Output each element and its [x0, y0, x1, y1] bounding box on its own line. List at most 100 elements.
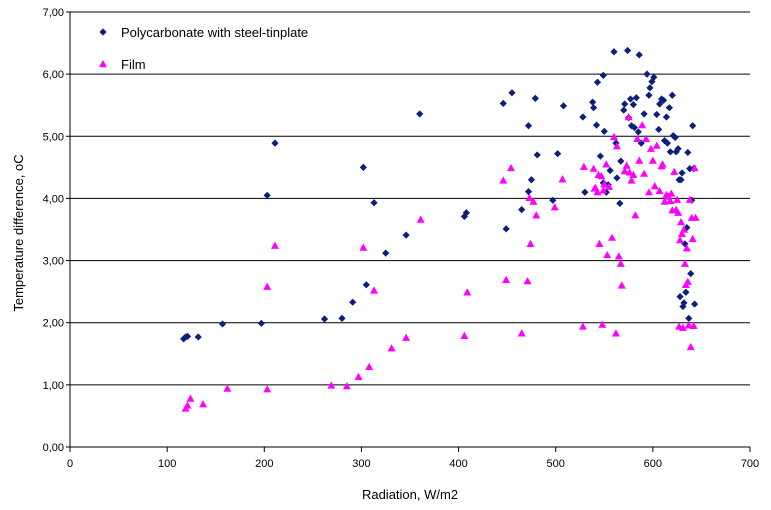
- data-point: [579, 113, 587, 121]
- data-point: [613, 174, 621, 182]
- data-point: [640, 110, 648, 118]
- data-point: [635, 51, 643, 59]
- data-point: [602, 160, 611, 168]
- data-point: [593, 188, 602, 196]
- data-point: [382, 249, 390, 257]
- x-tick-label: 0: [67, 458, 73, 470]
- x-tick-label: 400: [449, 458, 467, 470]
- data-point: [499, 176, 508, 184]
- series-1: [180, 46, 699, 343]
- data-point: [673, 195, 682, 203]
- data-point: [581, 188, 589, 196]
- data-point: [463, 288, 472, 296]
- data-point: [632, 94, 640, 102]
- y-tick-label: 1,00: [43, 380, 64, 392]
- data-point: [683, 277, 692, 285]
- data-point: [416, 215, 425, 223]
- data-point: [349, 298, 357, 306]
- data-point: [624, 46, 632, 55]
- legend-label: Polycarbonate with steel-tinplate: [121, 25, 308, 40]
- data-point: [689, 321, 698, 330]
- legend: Polycarbonate with steel-tinplate Film: [99, 25, 308, 72]
- data-point: [186, 394, 195, 402]
- data-point: [518, 206, 526, 214]
- data-point: [680, 259, 689, 267]
- data-point: [616, 259, 625, 267]
- data-point: [662, 113, 671, 121]
- x-axis-ticks: 0 100 200 300 400 500 600 700: [67, 447, 759, 470]
- data-point: [629, 170, 638, 179]
- data-point: [617, 157, 625, 165]
- data-point: [691, 300, 699, 308]
- data-point: [674, 208, 683, 216]
- data-point: [365, 362, 374, 371]
- data-point: [263, 191, 271, 199]
- y-tick-label: 2,00: [43, 318, 64, 330]
- data-point: [666, 148, 674, 156]
- data-point: [686, 342, 695, 351]
- data-point: [667, 189, 676, 197]
- data-point: [610, 48, 618, 56]
- data-point: [183, 401, 192, 409]
- data-point: [645, 91, 653, 99]
- data-point: [524, 122, 533, 130]
- data-point: [643, 70, 651, 78]
- data-point: [676, 293, 684, 301]
- data-point: [614, 252, 623, 260]
- data-point: [685, 195, 694, 203]
- data-point: [650, 73, 658, 81]
- data-point: [508, 89, 516, 97]
- data-point: [554, 150, 562, 158]
- x-tick-label: 200: [255, 458, 273, 470]
- x-tick-label: 700: [741, 458, 759, 470]
- data-point: [684, 148, 692, 157]
- data-point: [655, 125, 663, 134]
- data-point: [549, 196, 557, 204]
- axes: [69, 12, 750, 448]
- data-point: [690, 163, 699, 172]
- data-point: [652, 141, 661, 149]
- data-point: [631, 211, 640, 219]
- data-point: [640, 169, 649, 177]
- data-series: [180, 46, 700, 412]
- y-tick-label: 4,00: [43, 193, 64, 205]
- x-axis-title: Radiation, W/m2: [362, 487, 458, 502]
- data-point: [223, 384, 232, 392]
- data-point: [648, 156, 657, 164]
- data-point: [684, 321, 693, 329]
- data-point: [362, 281, 370, 289]
- data-point: [674, 145, 682, 153]
- data-point: [499, 99, 507, 107]
- data-point: [620, 167, 629, 175]
- data-point: [660, 197, 669, 205]
- x-tick-label: 100: [158, 458, 176, 470]
- data-point: [653, 110, 661, 119]
- y-tick-label: 6,00: [43, 69, 64, 81]
- data-point: [559, 102, 568, 110]
- data-point: [679, 225, 688, 233]
- data-point: [507, 163, 516, 172]
- data-point: [655, 186, 664, 195]
- data-point: [180, 335, 188, 343]
- data-point: [624, 113, 633, 121]
- data-point: [677, 176, 685, 184]
- data-point: [595, 239, 604, 247]
- data-point: [627, 176, 636, 184]
- data-point: [529, 197, 538, 205]
- data-point: [592, 121, 601, 129]
- y-tick-label: 7,00: [43, 7, 64, 19]
- data-point: [416, 110, 424, 118]
- data-point: [659, 96, 668, 104]
- data-point: [532, 211, 541, 219]
- data-point: [550, 203, 559, 211]
- data-point: [658, 160, 667, 168]
- data-point: [685, 314, 693, 322]
- data-point: [644, 188, 653, 196]
- gridlines: [70, 11, 750, 386]
- data-point: [589, 98, 597, 106]
- data-point: [621, 100, 629, 108]
- data-point: [370, 199, 378, 207]
- data-point: [338, 314, 346, 322]
- data-point: [271, 139, 279, 147]
